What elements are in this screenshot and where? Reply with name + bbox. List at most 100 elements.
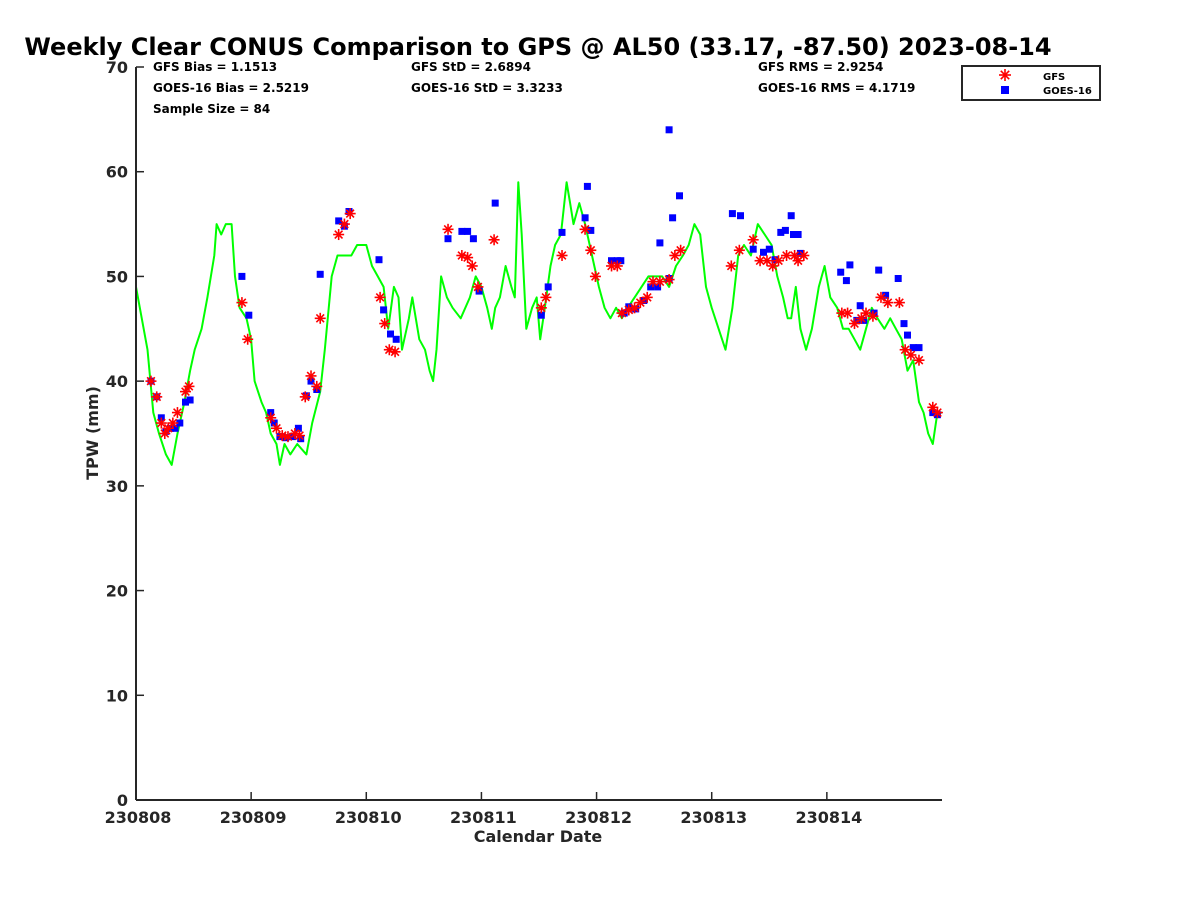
goes-point xyxy=(617,257,625,265)
legend-goes-label: GOES-16 xyxy=(1043,86,1092,97)
stat-sample-size: Sample Size = 84 xyxy=(153,102,270,116)
stat-goes-rms: GOES-16 RMS = 4.1719 xyxy=(758,81,915,95)
goes-point xyxy=(316,270,324,278)
goes-point xyxy=(387,330,394,338)
gfs-point xyxy=(663,274,675,286)
axes: 0 10 20 30 40 50 60 70 230808 230809 230810 230811 2… xyxy=(105,58,942,827)
x-tick-label: 230811 xyxy=(450,808,517,827)
gfs-point xyxy=(611,260,623,272)
goes-point xyxy=(787,212,795,220)
goes-point xyxy=(544,283,552,291)
goes-point xyxy=(375,256,383,264)
goes-point xyxy=(182,398,189,406)
gfs-point xyxy=(931,407,943,419)
gfs-point xyxy=(472,281,484,293)
x-tick-label: 230809 xyxy=(220,808,287,827)
gfs-point xyxy=(585,244,597,256)
legend-gfs-label: GFS xyxy=(1043,72,1065,83)
legend-box xyxy=(961,65,1101,101)
x-tick-label: 230814 xyxy=(795,808,862,827)
goes-point xyxy=(380,306,388,314)
goes-point xyxy=(587,226,595,234)
y-axis-label-group: TPW (mm) xyxy=(83,386,102,480)
goes-point xyxy=(458,227,466,235)
goes-point xyxy=(238,272,246,280)
goes-point xyxy=(176,419,184,427)
goes-point xyxy=(875,266,883,274)
plot-area xyxy=(135,126,943,466)
gfs-point xyxy=(314,312,326,324)
gfs-point xyxy=(389,346,401,358)
gfs-point xyxy=(781,249,793,261)
gfs-point xyxy=(634,297,646,309)
goes-point xyxy=(656,239,664,247)
goes-point xyxy=(558,228,566,236)
goes-point xyxy=(583,182,591,190)
goes-point xyxy=(186,396,194,404)
gfs-point xyxy=(488,234,500,246)
gfs-point xyxy=(556,249,568,261)
gfs-point xyxy=(167,417,179,429)
goes-point xyxy=(282,434,290,442)
gfs-point xyxy=(282,431,294,443)
goes-point xyxy=(654,283,662,291)
stat-gfs-rms: GFS RMS = 2.9254 xyxy=(758,60,883,74)
goes-point xyxy=(647,283,655,291)
goes-point xyxy=(760,248,767,256)
gfs-point xyxy=(842,307,854,319)
goes-point xyxy=(771,256,779,264)
x-tick-label: 230810 xyxy=(335,808,402,827)
gfs-point xyxy=(236,297,248,309)
gfs-point xyxy=(145,375,157,387)
goes-point xyxy=(749,245,757,253)
y-tick-label: 40 xyxy=(106,372,128,391)
gfs-point xyxy=(772,255,784,267)
y-tick-label: 70 xyxy=(106,58,128,77)
gfs-point xyxy=(155,417,167,429)
x-tick-label: 230813 xyxy=(680,808,747,827)
goes-point xyxy=(294,424,302,432)
goes-point xyxy=(781,226,789,234)
gfs-point xyxy=(754,255,766,267)
goes-point xyxy=(669,214,677,222)
goes-point xyxy=(842,277,850,285)
gfs-point xyxy=(629,302,641,314)
gfs-point xyxy=(333,229,345,241)
legend: GFS GOES-16 xyxy=(961,65,1101,101)
x-tick-label: 230808 xyxy=(105,808,172,827)
goes-point xyxy=(270,419,278,427)
gfs-point xyxy=(579,223,591,235)
gfs-point xyxy=(466,260,478,272)
goes-point xyxy=(676,192,683,200)
goes-point xyxy=(794,231,802,238)
goes-point xyxy=(171,424,179,432)
gfs-point xyxy=(855,312,867,324)
gfs-point xyxy=(905,349,917,361)
y-tick-label: 60 xyxy=(106,163,128,182)
gfs-point xyxy=(311,380,323,392)
gfs-point xyxy=(540,291,552,303)
goes-point xyxy=(777,228,785,236)
y-tick-label: 0 xyxy=(117,791,128,810)
gfs-point xyxy=(848,318,860,330)
gfs-point xyxy=(462,252,474,264)
goes-point xyxy=(245,311,253,319)
goes-point xyxy=(894,275,902,282)
goes-point xyxy=(846,261,854,269)
gfs-point xyxy=(725,260,737,272)
goes-point xyxy=(900,320,908,328)
gfs-point xyxy=(171,407,183,419)
gfs-point xyxy=(589,270,601,282)
goes-point xyxy=(882,291,890,299)
goes-point xyxy=(581,214,589,222)
stat-goes-bias: GOES-16 Bias = 2.5219 xyxy=(153,81,309,95)
y-tick-label: 30 xyxy=(106,477,128,496)
goes-point xyxy=(276,433,284,441)
goes-point xyxy=(665,126,673,134)
gfs-point xyxy=(456,249,468,261)
goes-point xyxy=(909,344,917,352)
gfs-point xyxy=(798,249,810,261)
gfs-point xyxy=(162,422,174,434)
gfs-point xyxy=(893,297,905,309)
